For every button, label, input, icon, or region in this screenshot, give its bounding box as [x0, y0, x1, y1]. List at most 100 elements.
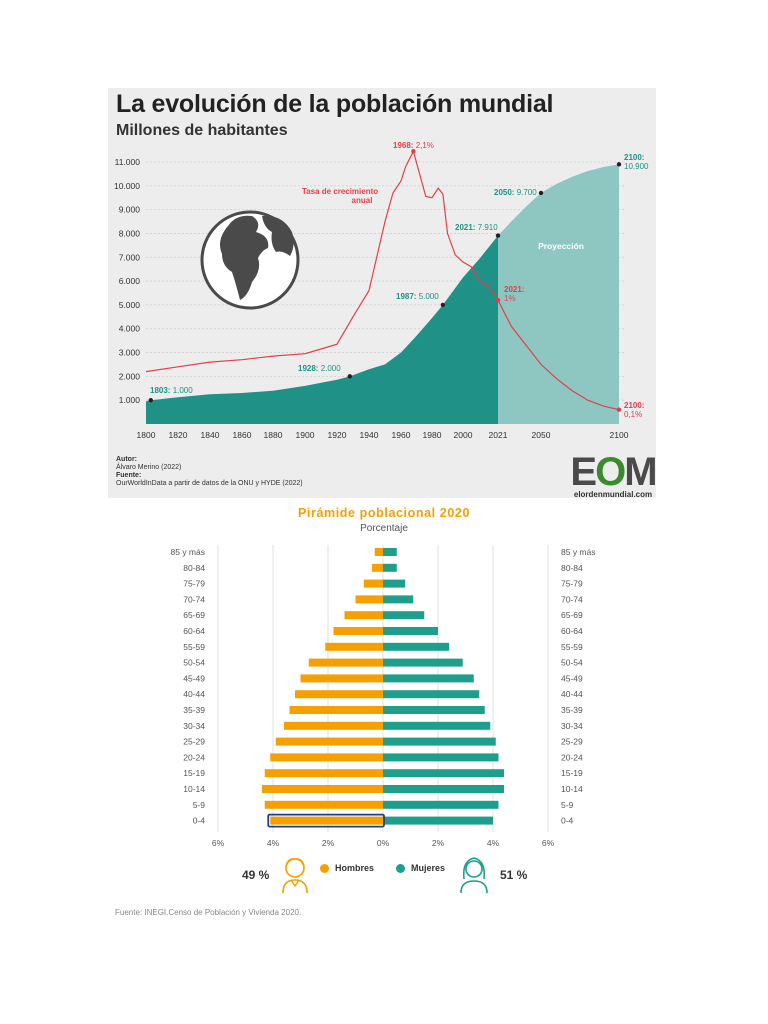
x-tick-label: 2% — [322, 838, 335, 848]
age-group-label: 45-49 — [561, 673, 583, 683]
annotation-label: 1968: 2,1% — [393, 141, 434, 150]
men-bar — [264, 800, 383, 809]
annotation-label: 1803: 1.000 — [150, 386, 193, 395]
women-legend-dot — [396, 864, 405, 873]
y-tick-label: 5.000 — [119, 300, 141, 310]
annotation-label: 2100: 0,1% — [624, 401, 644, 419]
men-bar — [262, 785, 383, 793]
x-tick-label: 1880 — [264, 430, 283, 440]
annotation-label: 2021: 7.910 — [455, 223, 498, 232]
logo-letter-e: E — [570, 450, 597, 494]
population-chart: 1.000 2.000 3.000 4.000 5.000 6.000 7.000 8.000… — [114, 141, 649, 440]
men-bar — [270, 816, 383, 825]
growth-rate-label: Tasa de crecimiento anual — [302, 187, 378, 205]
author-label: Autor: — [116, 456, 137, 463]
projection-area — [498, 164, 619, 424]
logo-letter-o: O — [595, 450, 626, 494]
age-group-label: 10-14 — [561, 784, 583, 794]
men-bar — [308, 658, 383, 667]
y-tick-label: 2.000 — [119, 371, 141, 381]
man-icon — [282, 858, 308, 894]
x-tick-label: 4% — [267, 838, 280, 848]
x-tick-label: 1800 — [137, 430, 156, 440]
annotation-dot — [411, 149, 416, 154]
women-bar — [383, 690, 480, 699]
age-group-label: 20-24 — [561, 752, 583, 762]
age-group-label: 35-39 — [183, 705, 205, 715]
y-tick-label: 9.000 — [119, 205, 141, 215]
credits: Autor: Álvaro Merino (2022) Fuente: OurW… — [116, 456, 303, 488]
age-group-label: 85 y más — [561, 547, 596, 557]
men-percent: 49 % — [242, 868, 270, 882]
men-bar — [284, 721, 383, 730]
age-group-label: 60-64 — [561, 626, 583, 636]
annotation-label: 1928: 2.000 — [298, 364, 341, 373]
women-bar — [383, 753, 499, 762]
age-group-label: 80-84 — [183, 563, 205, 573]
age-group-label: 35-39 — [561, 705, 583, 715]
women-percent: 51 % — [500, 868, 528, 882]
men-bar — [275, 737, 383, 746]
annotation-dot — [495, 233, 501, 238]
author-name: Álvaro Merino (2022) — [116, 464, 182, 471]
age-group-label: 30-34 — [561, 721, 583, 731]
y-tick-label: 3.000 — [119, 348, 141, 358]
age-group-label: 75-79 — [183, 579, 205, 589]
highlight-box — [267, 813, 385, 828]
men-bar — [289, 706, 383, 714]
x-tick-label: 1840 — [201, 430, 220, 440]
x-tick-label: 1920 — [328, 430, 347, 440]
men-bar — [270, 753, 383, 762]
men-bar — [300, 674, 383, 683]
women-bar — [383, 706, 485, 714]
age-group-label: 0-4 — [193, 816, 206, 826]
annotation-label: 2050: 9.700 — [494, 188, 537, 197]
age-group-label: 0-4 — [561, 816, 574, 826]
x-tick-label: 4% — [487, 838, 500, 848]
men-bar — [295, 690, 383, 699]
y-tick-label: 6.000 — [119, 276, 141, 286]
women-bar — [383, 563, 397, 572]
x-tick-label: 2100 — [610, 430, 629, 440]
pyramid-subtitle: Porcentaje — [360, 523, 408, 534]
age-group-label: 65-69 — [183, 610, 205, 620]
men-bar — [333, 627, 383, 635]
age-group-label: 75-79 — [561, 579, 583, 589]
women-bar — [383, 721, 491, 730]
men-bar — [374, 548, 383, 556]
projection-label: Proyección — [538, 241, 584, 251]
population-area — [146, 235, 498, 424]
age-group-label: 55-59 — [561, 642, 583, 652]
men-legend-label: Hombres — [335, 863, 375, 873]
men-legend-dot — [320, 864, 329, 873]
age-group-label: 15-19 — [183, 768, 205, 778]
age-group-label: 25-29 — [561, 737, 583, 747]
women-bar — [383, 627, 438, 635]
age-group-label: 55-59 — [183, 642, 205, 652]
y-tick-label: 4.000 — [119, 324, 141, 334]
x-tick-label: 2021 — [489, 430, 508, 440]
eom-site: elordenmundial.com — [573, 490, 653, 499]
women-bar — [383, 769, 504, 778]
annotation-dot — [148, 397, 153, 403]
women-bar — [383, 800, 499, 809]
y-tick-label: 10.000 — [114, 181, 140, 191]
women-bar — [383, 816, 493, 825]
age-group-label: 80-84 — [561, 563, 583, 573]
women-bar — [383, 785, 504, 793]
x-tick-label: 2% — [432, 838, 445, 848]
age-group-label: 85 y más — [171, 547, 206, 557]
women-legend-label: Mujeres — [411, 863, 446, 873]
age-group-label: 40-44 — [183, 689, 205, 699]
women-bar — [383, 674, 474, 683]
women-bar — [383, 611, 425, 620]
age-group-label: 5-9 — [561, 800, 574, 810]
women-bar — [383, 595, 414, 604]
y-tick-label: 7.000 — [119, 252, 141, 262]
men-bar — [264, 769, 383, 778]
x-tick-label: 2050 — [532, 430, 551, 440]
globe-continent-shape — [262, 215, 294, 256]
age-group-label: 30-34 — [183, 721, 205, 731]
annotation-label: 2021: 1% — [504, 285, 524, 303]
pyramid-source: Fuente: INEGI.Censo de Población y Vivie… — [115, 908, 302, 917]
